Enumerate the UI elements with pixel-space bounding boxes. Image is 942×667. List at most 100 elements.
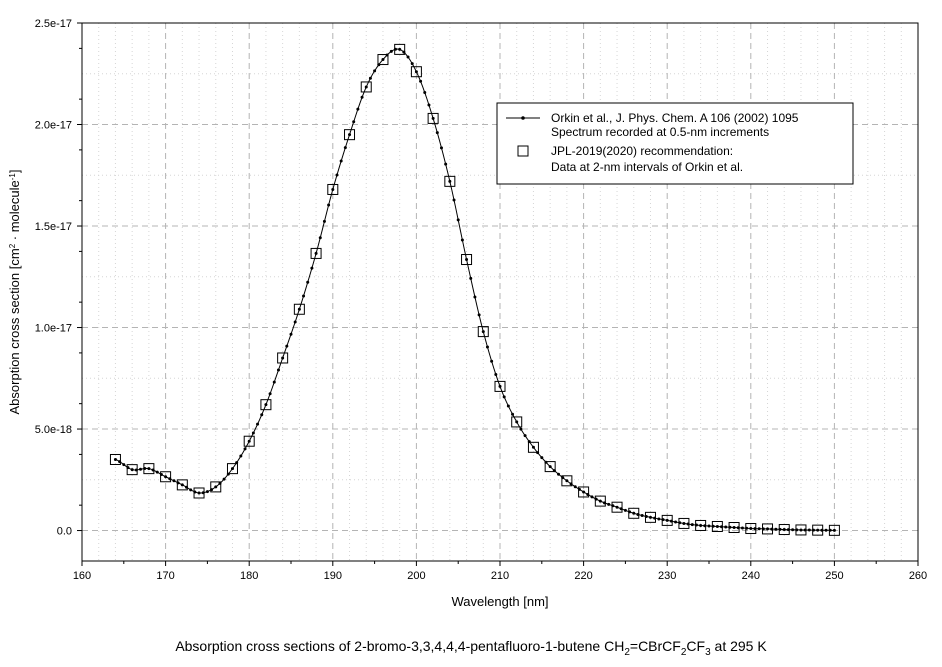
- orkin-data-point: [205, 490, 209, 494]
- jpl-data-point: [711, 520, 723, 532]
- chart: 160 170 180 190 200 210 220 230 240 250 260 0.0 5.0e…: [7, 18, 928, 609]
- orkin-data-point: [757, 527, 761, 531]
- jpl-data-point: [410, 66, 422, 78]
- orkin-data-point: [327, 203, 331, 207]
- jpl-data-point: [678, 517, 690, 529]
- orkin-data-point: [473, 295, 477, 299]
- orkin-data-point: [130, 468, 134, 472]
- jpl-data-point: [762, 523, 774, 535]
- jpl-data-point: [527, 441, 539, 453]
- orkin-data-point: [343, 146, 347, 150]
- orkin-data-point: [189, 488, 193, 492]
- figure-caption: Absorption cross sections of 2-bromo-3,3…: [175, 638, 767, 658]
- orkin-data-point: [381, 58, 385, 62]
- orkin-data-point: [477, 313, 481, 317]
- orkin-data-point: [389, 49, 393, 53]
- orkin-data-point: [410, 62, 414, 66]
- jpl-data-point: [210, 481, 222, 493]
- jpl-data-point: [594, 495, 606, 507]
- legend-dot-symbol: [521, 116, 525, 120]
- grid: [82, 23, 918, 561]
- orkin-data-point: [113, 457, 117, 461]
- orkin-data-point: [276, 368, 280, 372]
- orkin-data-point: [260, 413, 264, 417]
- y-tick-label: 2.5e-17: [35, 18, 72, 30]
- orkin-data-point: [682, 521, 686, 525]
- orkin-data-point: [310, 266, 314, 270]
- orkin-data-point: [293, 320, 297, 324]
- orkin-data-point: [356, 107, 360, 111]
- orkin-data-point: [465, 258, 469, 262]
- orkin-data-point: [548, 465, 552, 469]
- y-tick-label: 1.5e-17: [35, 221, 72, 233]
- jpl-data-point: [310, 247, 322, 259]
- orkin-data-point: [799, 528, 803, 532]
- jpl-data-point: [544, 461, 556, 473]
- orkin-data-point: [230, 467, 234, 471]
- orkin-data-point: [139, 467, 143, 471]
- jpl-data-point: [176, 479, 188, 491]
- orkin-data-point: [172, 479, 176, 483]
- x-tick-label: 220: [574, 570, 592, 582]
- orkin-data-point: [122, 463, 126, 467]
- x-tick-label: 170: [156, 570, 174, 582]
- orkin-data-point: [268, 392, 272, 396]
- orkin-data-point: [197, 491, 201, 495]
- orkin-data-point: [782, 528, 786, 532]
- jpl-data-point: [377, 54, 389, 66]
- orkin-data-point: [302, 294, 306, 298]
- legend: Orkin et al., J. Phys. Chem. A 106 (2002…: [496, 102, 854, 185]
- y-tick-label: 5.0e-18: [35, 424, 72, 436]
- jpl-data-point: [611, 501, 623, 513]
- orkin-data-point: [360, 95, 364, 99]
- orkin-data-point: [419, 79, 423, 83]
- orkin-data-point: [348, 133, 352, 137]
- orkin-data-point: [707, 524, 711, 528]
- jpl-data-point: [360, 81, 372, 93]
- legend-series2-label: JPL-2019(2020) recommendation:: [551, 144, 733, 158]
- orkin-data-point: [749, 527, 753, 531]
- jpl-data-point: [260, 399, 272, 411]
- jpl-data-point: [126, 464, 138, 476]
- orkin-data-point: [519, 427, 523, 431]
- orkin-data-point: [243, 447, 247, 451]
- orkin-data-point: [306, 280, 310, 284]
- jpl-data-point: [561, 475, 573, 487]
- x-tick-label: 250: [825, 570, 843, 582]
- orkin-data-point: [398, 47, 402, 51]
- orkin-data-point: [256, 422, 260, 426]
- orkin-data-point: [281, 356, 285, 360]
- orkin-data-point: [285, 344, 289, 348]
- orkin-data-point: [222, 477, 226, 481]
- jpl-data-point: [578, 486, 590, 498]
- orkin-data-point: [531, 445, 535, 449]
- jpl-data-point: [644, 511, 656, 523]
- orkin-data-point: [511, 412, 515, 416]
- orkin-data-point: [490, 359, 494, 363]
- jpl-data-point: [828, 524, 840, 536]
- orkin-data-point: [766, 527, 770, 531]
- x-tick-label: 180: [240, 570, 258, 582]
- orkin-data-point: [297, 307, 301, 311]
- orkin-data-point: [272, 380, 276, 384]
- orkin-data-point: [502, 395, 506, 399]
- legend-series1-sublabel: Spectrum recorded at 0.5-nm increments: [551, 125, 769, 139]
- orkin-data-point: [485, 345, 489, 349]
- orkin-data-point: [523, 434, 527, 438]
- orkin-data-point: [247, 439, 251, 443]
- orkin-data-point: [155, 470, 159, 474]
- jpl-data-point: [494, 380, 506, 392]
- orkin-data-point: [427, 103, 431, 107]
- orkin-data-point: [791, 528, 795, 532]
- legend-square-symbol: [517, 145, 529, 157]
- jpl-data-point: [277, 352, 289, 364]
- orkin-data-point: [690, 523, 694, 527]
- y-tick-label: 0.0: [57, 526, 72, 538]
- orkin-data-point: [164, 475, 168, 479]
- jpl-data-point: [695, 519, 707, 531]
- orkin-data-point: [824, 528, 828, 532]
- orkin-data-point: [481, 330, 485, 334]
- orkin-data-point: [352, 120, 356, 124]
- orkin-data-point: [640, 514, 644, 518]
- orkin-data-point: [674, 520, 678, 524]
